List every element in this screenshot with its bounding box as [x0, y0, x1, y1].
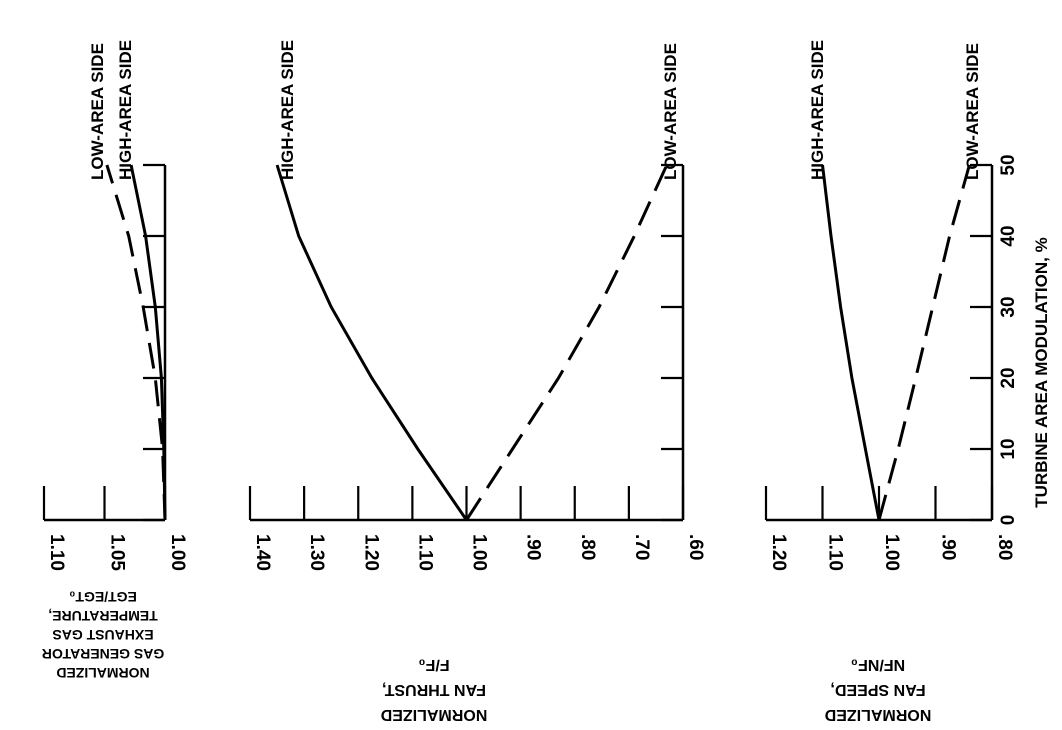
- y-tick-label: 0: [998, 515, 1019, 526]
- x-axis-title-line: EGT/EGT₀: [69, 589, 137, 605]
- x-tick-label: 1.10: [46, 534, 67, 571]
- series-line-low-area-side: [877, 164, 971, 521]
- y-tick-label: 50: [998, 154, 1019, 175]
- x-axis-title-line: FAN THRUST,: [382, 681, 486, 698]
- x-tick-label: 1.00: [881, 534, 902, 571]
- x-tick-label: 1.00: [469, 534, 490, 571]
- x-tick-label: .60: [685, 534, 706, 560]
- x-axis-title: NORMALIZED FAN THRUST, F/F₀: [381, 656, 488, 723]
- x-tick-label: .90: [938, 534, 959, 560]
- panel-fan-thrust: 1.40 1.30 1.20 1.10 1.00 .90 .80 .70 .60 HIGH-ARE…: [248, 40, 706, 723]
- x-tick-label: .80: [994, 534, 1015, 560]
- x-tick-label: .80: [577, 534, 598, 560]
- x-axis-title-line: NORMALIZED: [825, 706, 932, 723]
- series-line-high-area-side: [275, 164, 468, 521]
- series-line-high-area-side: [821, 164, 881, 521]
- series-label: HIGH-AREA SIDE: [278, 40, 297, 180]
- panel-fan-speed: 1.20 1.10 1.00 .90 .80 HIGH-AREA SIDE LOW-AREA…: [764, 40, 1015, 723]
- series-label: LOW-AREA SIDE: [661, 43, 680, 180]
- y-tick-label: 10: [998, 438, 1019, 459]
- series-label: LOW-AREA SIDE: [963, 43, 982, 180]
- x-tick-label: 1.20: [768, 534, 789, 571]
- y-tick-label: 30: [998, 296, 1019, 317]
- x-axis-title: NORMALIZED GAS GENERATOR EXHAUST GAS TEMPER…: [42, 589, 164, 681]
- x-axis-title: NORMALIZED FAN SPEED, NF/NF₀: [825, 656, 932, 723]
- x-axis-title-line: EXHAUST GAS: [52, 627, 153, 643]
- y-axis-title: TURBINE AREA MODULATION, %: [1032, 237, 1051, 507]
- x-tick-label: .70: [631, 534, 652, 560]
- x-tick-label: 1.00: [167, 534, 188, 571]
- x-tick-label: 1.10: [414, 534, 435, 571]
- series-label: HIGH-AREA SIDE: [808, 40, 827, 180]
- x-axis-title-line: TEMPERATURE,: [48, 608, 157, 624]
- x-axis-title-line: FAN SPEED,: [830, 681, 925, 698]
- x-tick-label: 1.10: [825, 534, 846, 571]
- y-tick-label: 20: [998, 367, 1019, 388]
- x-tick-label: 1.40: [252, 534, 273, 571]
- x-axis-title-line: GAS GENERATOR: [42, 646, 164, 662]
- series-label: LOW-AREA SIDE: [88, 43, 107, 180]
- x-tick-label: .90: [523, 534, 544, 560]
- x-axis-title-line: NORMALIZED: [381, 706, 488, 723]
- x-axis-title-line: F/F₀: [418, 656, 449, 673]
- x-tick-label: 1.05: [107, 534, 128, 571]
- series-line-high-area-side: [129, 164, 167, 521]
- x-axis-title-line: NORMALIZED: [56, 665, 149, 681]
- series-line-low-area-side: [465, 164, 669, 521]
- series-label: HIGH-AREA SIDE: [116, 40, 135, 180]
- panel-gas-generator-egt: 1.10 1.05 1.00 LOW-AREA SIDE HIGH-AREA SIDE N…: [42, 40, 188, 681]
- x-tick-label: 1.20: [360, 534, 381, 571]
- x-tick-label: 1.30: [306, 534, 327, 571]
- modulation-axis: 0 10 20 30 40 50 TURBINE AREA MODULATION, %: [998, 154, 1051, 525]
- y-tick-label: 40: [998, 225, 1019, 246]
- x-axis-title-line: NF/NF₀: [851, 656, 905, 673]
- series-line-low-area-side: [105, 164, 167, 521]
